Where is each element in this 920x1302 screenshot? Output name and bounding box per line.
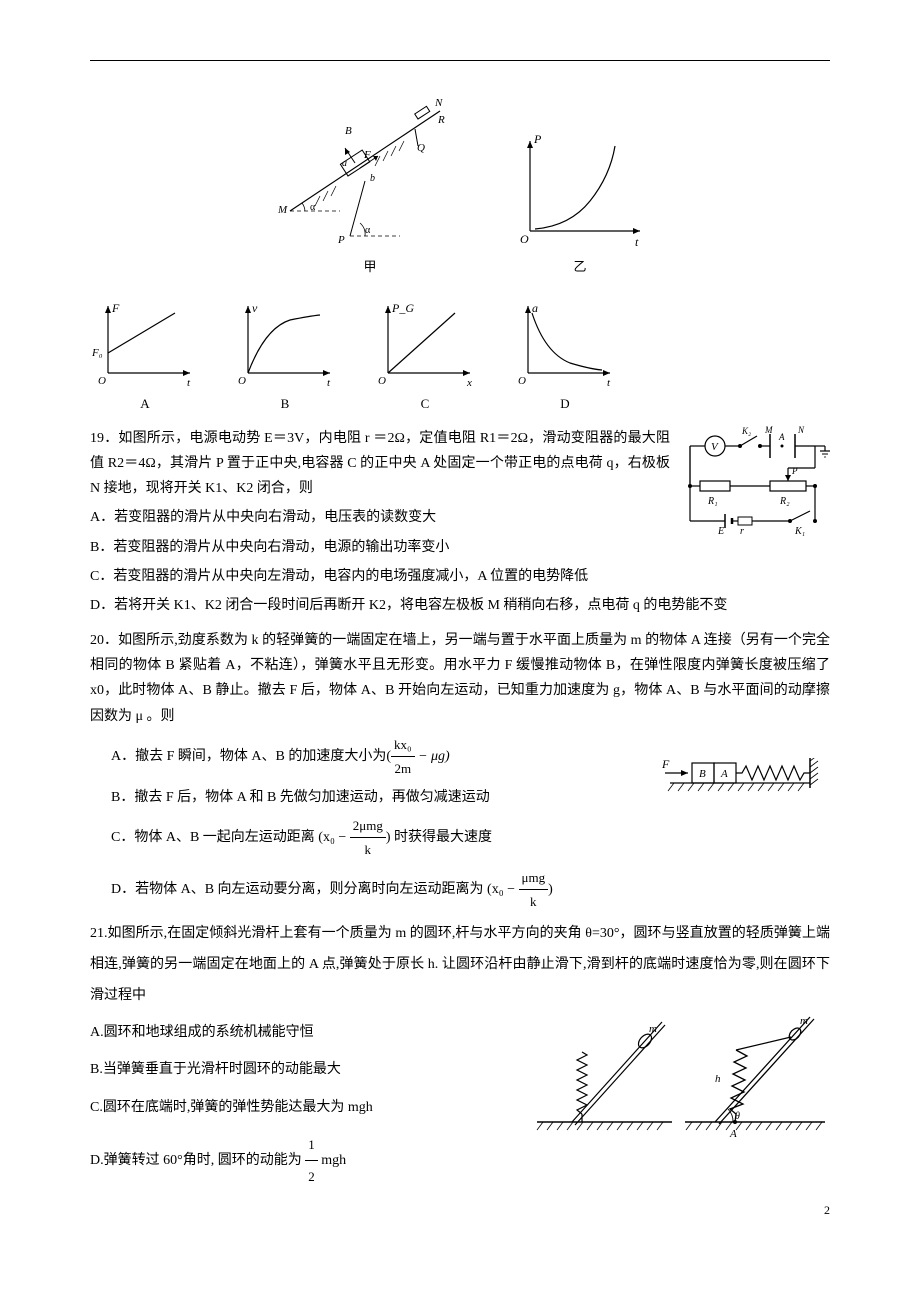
q19-opt-D: D．若将开关 K1、K2 闭合一段时间后再断开 K2，将电容左极板 M 稍稍向右… (90, 593, 830, 618)
horizontal-rule (90, 60, 830, 61)
label-M: M (277, 204, 288, 216)
circuit-figure: V K₂ M A N R₁ (680, 426, 830, 545)
svg-text:V: V (711, 441, 719, 453)
q20-opt-D: D．若物体 A、B 向左运动要分离，则分离时向左运动距离为 (x₀ − μmgk… (90, 866, 830, 914)
figure-row-small: F F₀ O t A v O t B P_G O x (90, 298, 830, 415)
svg-text:m: m (649, 1023, 657, 1035)
svg-text:E: E (717, 526, 724, 536)
label-F: F (363, 149, 371, 161)
q19-opt-C: C．若变阻器的滑片从中央向左滑动，电容内的电场强度减小，A 位置的电势降低 (90, 564, 830, 589)
svg-text:F₀: F₀ (91, 347, 103, 359)
figure-yi: P O t 乙 (510, 131, 650, 278)
label-R: R (437, 114, 445, 126)
q21-text: 21.如图所示,在固定倾斜光滑杆上套有一个质量为 m 的圆环,杆与水平方向的夹角… (90, 919, 830, 1011)
svg-text:t: t (187, 377, 191, 388)
svg-text:B: B (699, 768, 706, 780)
svg-text:t: t (327, 377, 331, 388)
q20-opt-C: C．物体 A、B 一起向左运动距离 (x₀ − 2μmgk) 时获得最大速度 (90, 814, 830, 862)
label-a: a (342, 158, 347, 169)
svg-text:r: r (740, 526, 744, 536)
label-Q: Q (417, 142, 425, 154)
svg-text:R₂: R₂ (779, 496, 790, 507)
graph-B: v O t B (230, 298, 340, 415)
page-number: 2 (824, 1200, 830, 1222)
incline-diagram: N R B Q M F a b α P α (270, 91, 470, 251)
svg-text:t: t (607, 377, 611, 388)
curve-yi: P O t (510, 131, 650, 251)
label-B: B (345, 125, 352, 137)
caption-yi: 乙 (573, 255, 586, 278)
svg-text:x: x (466, 377, 472, 388)
label-yi-t: t (635, 235, 639, 249)
question-19: V K₂ M A N R₁ (90, 426, 830, 622)
label-b: b (370, 173, 375, 184)
svg-text:h: h (715, 1073, 721, 1085)
svg-text:N: N (797, 426, 805, 435)
label-alpha1: α (310, 202, 316, 213)
svg-text:P_G: P_G (391, 301, 414, 315)
svg-text:F: F (661, 758, 670, 771)
label-yi-P: P (533, 132, 542, 146)
svg-text:O: O (238, 375, 246, 387)
svg-text:A: A (720, 768, 728, 780)
svg-text:a: a (532, 301, 538, 315)
figure-row-top: N R B Q M F a b α P α 甲 (90, 91, 830, 278)
label-P: P (337, 234, 345, 246)
svg-text:F: F (111, 301, 120, 315)
label-alpha2: α (365, 225, 371, 236)
ring-spring-figure: m (527, 1002, 831, 1151)
svg-text:A: A (778, 432, 785, 442)
caption-C: C (421, 392, 430, 415)
caption-B: B (281, 392, 290, 415)
question-21: 21.如图所示,在固定倾斜光滑杆上套有一个质量为 m 的圆环,杆与水平方向的夹角… (90, 919, 830, 1196)
svg-text:M: M (764, 426, 773, 435)
svg-text:O: O (378, 375, 386, 387)
graph-C: P_G O x C (370, 298, 480, 415)
svg-text:R₁: R₁ (707, 496, 718, 507)
svg-text:v: v (252, 301, 258, 315)
svg-text:O: O (98, 375, 106, 387)
svg-text:A: A (729, 1128, 737, 1140)
svg-text:K₁: K₁ (794, 526, 805, 536)
label-yi-O: O (520, 232, 529, 246)
graph-D: a O t D (510, 298, 620, 415)
svg-text:O: O (518, 375, 526, 387)
caption-D: D (560, 392, 569, 415)
svg-text:K₂: K₂ (741, 426, 751, 436)
caption-A: A (140, 392, 149, 415)
question-20: 20．如图所示,劲度系数为 k 的轻弹簧的一端固定在墙上，另一端与置于水平面上质… (90, 628, 830, 913)
svg-text:m: m (800, 1015, 808, 1027)
figure-jia: N R B Q M F a b α P α 甲 (270, 91, 470, 278)
q20-text: 20．如图所示,劲度系数为 k 的轻弹簧的一端固定在墙上，另一端与置于水平面上质… (90, 628, 830, 729)
caption-jia: 甲 (363, 255, 376, 278)
label-N: N (434, 97, 443, 109)
graph-A: F F₀ O t A (90, 298, 200, 415)
spring-figure: F B A (660, 758, 830, 812)
